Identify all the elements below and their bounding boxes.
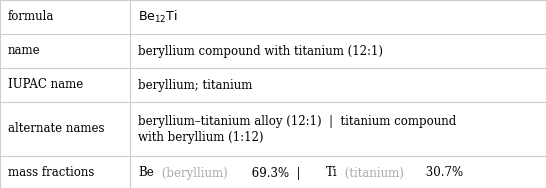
- Text: formula: formula: [8, 11, 55, 24]
- Text: beryllium–titanium alloy (12:1)  |  titanium compound: beryllium–titanium alloy (12:1) | titani…: [138, 115, 456, 128]
- Text: (titanium): (titanium): [341, 167, 403, 180]
- Text: (beryllium): (beryllium): [158, 167, 228, 180]
- Text: beryllium; titanium: beryllium; titanium: [138, 79, 252, 92]
- Text: Be: Be: [138, 167, 154, 180]
- Text: Ti: Ti: [326, 167, 337, 180]
- Text: alternate names: alternate names: [8, 123, 104, 136]
- Text: 30.7%: 30.7%: [422, 167, 463, 180]
- Text: with beryllium (1:12): with beryllium (1:12): [138, 131, 264, 144]
- Text: 69.3%  |: 69.3% |: [248, 167, 308, 180]
- Text: IUPAC name: IUPAC name: [8, 79, 83, 92]
- Text: mass fractions: mass fractions: [8, 167, 94, 180]
- Text: name: name: [8, 45, 40, 58]
- Text: $\mathregular{Be_{12}Ti}$: $\mathregular{Be_{12}Ti}$: [138, 9, 178, 25]
- Text: beryllium compound with titanium (12:1): beryllium compound with titanium (12:1): [138, 45, 383, 58]
